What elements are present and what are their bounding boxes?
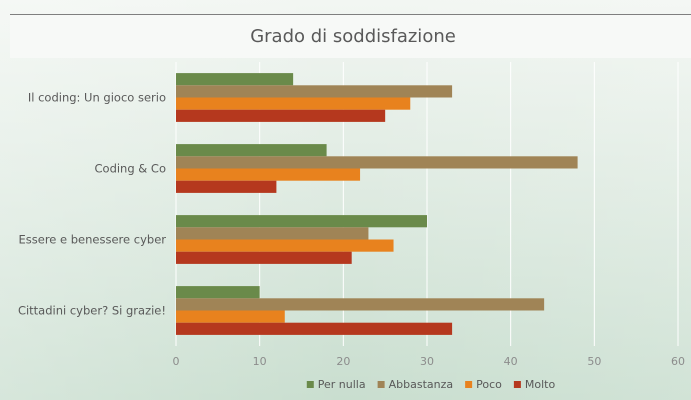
legend-label: Per nulla — [318, 378, 366, 391]
bar-poco — [176, 310, 285, 323]
legend-label: Poco — [476, 378, 502, 391]
bar-molto — [176, 109, 386, 122]
x-tick-label: 60 — [671, 355, 685, 368]
x-axis-tick-labels: 0 10 20 30 40 50 60 — [173, 355, 686, 368]
chart-title: Grado di soddisfazione — [250, 26, 456, 47]
bar-abbastanza — [176, 298, 545, 311]
bar-per-nulla — [176, 73, 294, 86]
category-label: Cittadini cyber? Si grazie! — [18, 304, 166, 318]
bar-per-nulla — [176, 215, 427, 228]
legend: Per nulla Abbastanza Poco Molto — [306, 378, 556, 391]
category-label: Coding & Co — [95, 162, 167, 176]
legend-label: Molto — [525, 378, 556, 391]
x-tick-label: 0 — [173, 355, 180, 368]
bar-abbastanza — [176, 227, 369, 240]
bar-poco — [176, 239, 394, 252]
legend-swatch — [465, 381, 473, 388]
bar-poco — [176, 97, 411, 110]
legend-swatch — [377, 381, 385, 388]
legend-swatch — [513, 381, 521, 388]
bar-abbastanza — [176, 85, 453, 98]
bar-per-nulla — [176, 286, 260, 299]
bars-layer — [176, 73, 578, 335]
x-tick-label: 50 — [587, 355, 601, 368]
x-tick-label: 10 — [253, 355, 267, 368]
legend-label: Abbastanza — [389, 378, 454, 391]
x-tick-label: 20 — [336, 355, 350, 368]
x-tick-label: 40 — [504, 355, 518, 368]
bar-poco — [176, 168, 361, 181]
category-labels: Il coding: Un gioco serio Coding & Co Esse… — [18, 91, 166, 318]
category-label: Il coding: Un gioco serio — [28, 91, 166, 105]
bar-molto — [176, 251, 352, 264]
legend-swatch — [306, 381, 314, 388]
bar-molto — [176, 322, 453, 335]
bar-molto — [176, 180, 277, 193]
x-tick-label: 30 — [420, 355, 434, 368]
category-label: Essere e benessere cyber — [19, 233, 167, 247]
bar-abbastanza — [176, 156, 578, 169]
title-bar — [10, 14, 691, 58]
bar-per-nulla — [176, 144, 327, 157]
